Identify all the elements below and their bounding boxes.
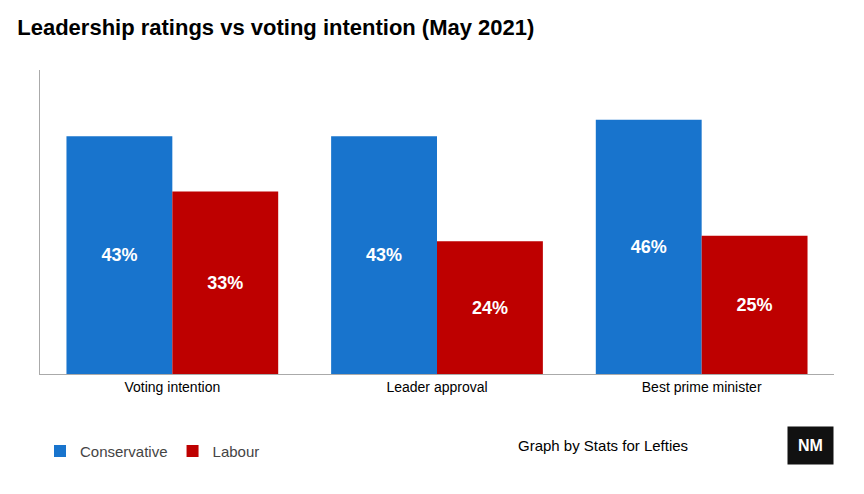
svg-text:Conservative: Conservative <box>80 443 168 460</box>
svg-text:33%: 33% <box>207 273 243 293</box>
svg-text:Labour: Labour <box>213 443 260 460</box>
svg-text:Leader approval: Leader approval <box>386 379 487 395</box>
svg-text:Best prime minister: Best prime minister <box>642 379 762 395</box>
svg-text:25%: 25% <box>737 295 773 315</box>
svg-text:Voting intention: Voting intention <box>124 379 220 395</box>
svg-text:NM: NM <box>798 437 823 454</box>
svg-text:Graph by Stats for Lefties: Graph by Stats for Lefties <box>518 437 688 454</box>
svg-text:24%: 24% <box>472 298 508 318</box>
svg-text:46%: 46% <box>631 237 667 257</box>
svg-text:43%: 43% <box>101 245 137 265</box>
svg-text:Leadership ratings vs voting i: Leadership ratings vs voting intention (… <box>17 15 534 40</box>
svg-text:43%: 43% <box>366 245 402 265</box>
